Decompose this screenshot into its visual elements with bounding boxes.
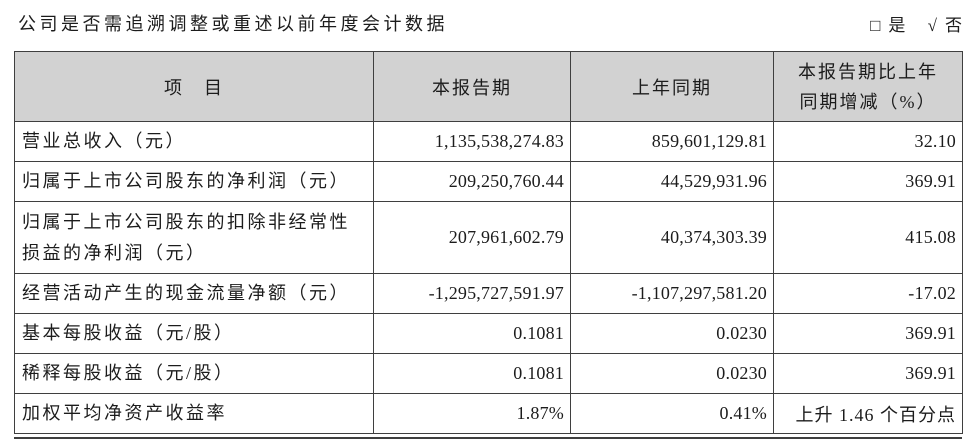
change-cell: -17.02 <box>773 273 963 314</box>
header-change-line1: 本报告期比上年 <box>798 61 938 82</box>
item-cell: 基本每股收益（元/股） <box>14 313 374 354</box>
table-header: 项 目 本报告期 上年同期 本报告期比上年 同期增减（%） <box>14 51 963 122</box>
change-cell: 上升 1.46 个百分点 <box>773 393 963 434</box>
table-row: 加权平均净资产收益率 1.87% 0.41% 上升 1.46 个百分点 <box>14 393 963 434</box>
prior-period-cell: 859,601,129.81 <box>570 121 774 162</box>
item-cell: 加权平均净资产收益率 <box>14 393 374 434</box>
item-cell: 稀释每股收益（元/股） <box>14 353 374 394</box>
header-change-line2: 同期增减（%） <box>799 91 937 112</box>
yes-no-options: □ 是 √ 否 <box>870 11 962 36</box>
restatement-question: 公司是否需追溯调整或重述以前年度会计数据 <box>18 14 448 34</box>
question-row: 公司是否需追溯调整或重述以前年度会计数据 □ 是 √ 否 <box>18 10 962 36</box>
header-prior-period: 上年同期 <box>570 51 774 122</box>
prior-period-cell: 0.41% <box>570 393 774 434</box>
change-cell: 369.91 <box>773 313 963 354</box>
checkbox-unchecked-icon: □ <box>870 15 881 35</box>
checkmark-icon: √ <box>927 15 937 35</box>
item-cell: 经营活动产生的现金流量净额（元） <box>14 273 374 314</box>
prior-period-cell: 40,374,303.39 <box>570 201 774 274</box>
key-financials-table: 项 目 本报告期 上年同期 本报告期比上年 同期增减（%） 营业总收入（元） 1… <box>14 51 963 434</box>
table-row: 营业总收入（元） 1,135,538,274.83 859,601,129.81… <box>14 121 963 162</box>
table-row: 基本每股收益（元/股） 0.1081 0.0230 369.91 <box>14 313 963 354</box>
current-period-cell: -1,295,727,591.97 <box>373 273 571 314</box>
item-cell: 归属于上市公司股东的净利润（元） <box>14 161 374 202</box>
current-period-cell: 1.87% <box>373 393 571 434</box>
current-period-cell: 0.1081 <box>373 313 571 354</box>
key-financials-table-wrap: 项 目 本报告期 上年同期 本报告期比上年 同期增减（%） 营业总收入（元） 1… <box>14 51 963 434</box>
current-period-cell: 209,250,760.44 <box>373 161 571 202</box>
table-row: 经营活动产生的现金流量净额（元） -1,295,727,591.97 -1,10… <box>14 273 963 314</box>
current-period-cell: 1,135,538,274.83 <box>373 121 571 162</box>
header-item: 项 目 <box>14 51 374 122</box>
no-option-label: 否 <box>945 15 962 35</box>
change-cell: 369.91 <box>773 353 963 394</box>
table-row: 归属于上市公司股东的净利润（元） 209,250,760.44 44,529,9… <box>14 161 963 202</box>
prior-period-cell: 44,529,931.96 <box>570 161 774 202</box>
prior-period-cell: 0.0230 <box>570 353 774 394</box>
item-cell: 归属于上市公司股东的扣除非经常性 损益的净利润（元） <box>14 201 374 274</box>
table-row: 稀释每股收益（元/股） 0.1081 0.0230 369.91 <box>14 353 963 394</box>
header-current-period: 本报告期 <box>373 51 571 122</box>
next-table-top-edge <box>14 437 962 440</box>
change-cell: 415.08 <box>773 201 963 274</box>
current-period-cell: 207,961,602.79 <box>373 201 571 274</box>
header-row: 项 目 本报告期 上年同期 本报告期比上年 同期增减（%） <box>14 51 963 122</box>
current-period-cell: 0.1081 <box>373 353 571 394</box>
item-label-line1: 归属于上市公司股东的扣除非经常性 <box>22 211 350 232</box>
item-label-line2: 损益的净利润（元） <box>22 242 207 263</box>
item-cell: 营业总收入（元） <box>14 121 374 162</box>
prior-period-cell: 0.0230 <box>570 313 774 354</box>
yes-option-label: 是 <box>888 15 906 35</box>
header-change: 本报告期比上年 同期增减（%） <box>773 51 963 122</box>
change-cell: 32.10 <box>773 121 963 162</box>
table-row: 归属于上市公司股东的扣除非经常性 损益的净利润（元） 207,961,602.7… <box>14 201 963 274</box>
change-cell: 369.91 <box>773 161 963 202</box>
prior-period-cell: -1,107,297,581.20 <box>570 273 774 314</box>
